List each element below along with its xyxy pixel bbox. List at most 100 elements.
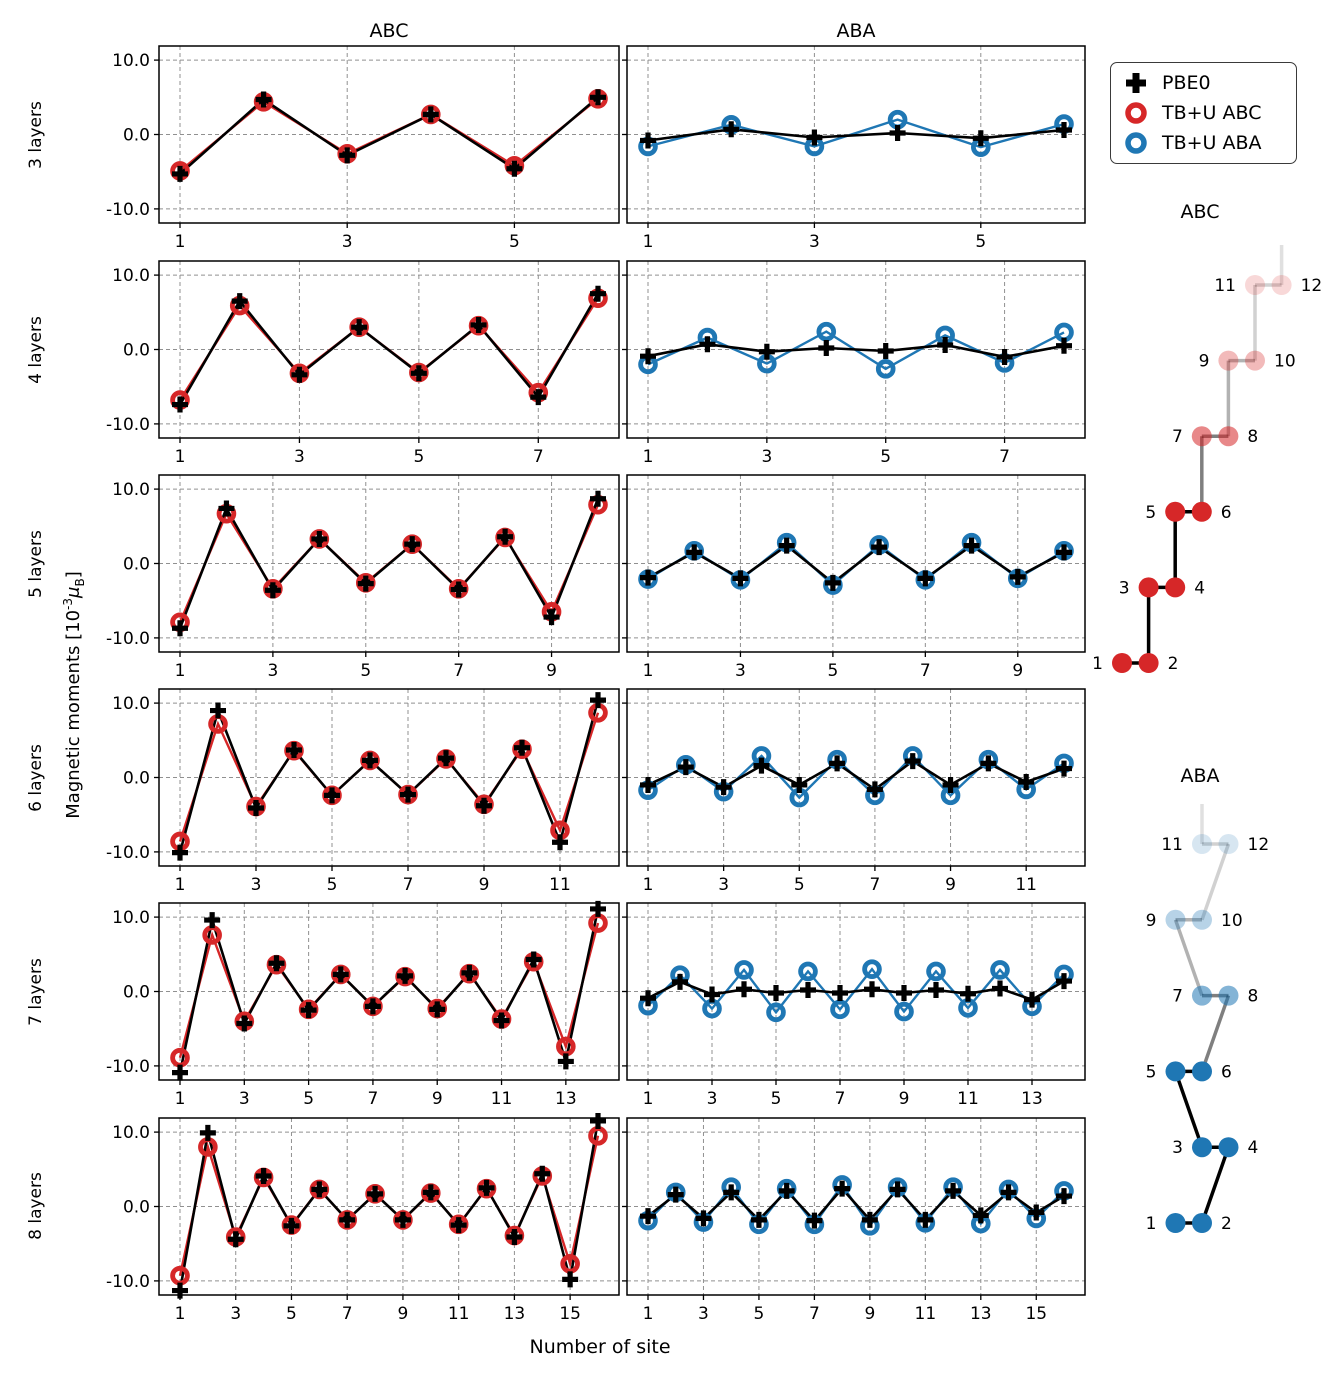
x-tick-label: 5 xyxy=(771,1089,782,1109)
bond xyxy=(1200,1146,1231,1224)
y-axis-label: Magnetic moments [10-3μB] xyxy=(61,571,87,819)
subplot-3-layers-aba: 1 3 5 xyxy=(622,45,1086,252)
y-tick-label: -10.0 xyxy=(106,200,150,220)
x-tick-label: 3 xyxy=(707,1089,718,1109)
subplot-6-layers-aba: 1 3 5 7 9 11 xyxy=(622,688,1086,895)
subplot-6-layers-abc: 1 3 5 7 9 11 10.0 0.0 -10.0 xyxy=(106,688,620,895)
pbe0-marker xyxy=(768,984,784,1001)
pbe0-marker xyxy=(824,574,841,591)
pbe0-marker xyxy=(896,984,912,1001)
subplot-3-layers-abc: 1 3 5 10.0 0.0 -10.0 xyxy=(106,45,620,252)
x-tick-label: 1 xyxy=(643,1089,654,1109)
x-tick-label: 5 xyxy=(827,661,838,681)
pbe0-marker xyxy=(397,967,414,984)
pbe0-marker xyxy=(704,986,720,1003)
pbe0-marker xyxy=(640,348,656,365)
site-node xyxy=(1191,501,1212,522)
subplot-8-layers-aba: 1 3 5 7 9 11 13 15 xyxy=(622,1117,1086,1324)
pbe0-marker xyxy=(640,1208,656,1225)
diagram-title-abc: ABC xyxy=(1180,201,1220,223)
y-tick-label: 0.0 xyxy=(123,769,150,789)
site-label: 6 xyxy=(1221,503,1232,523)
pbe0-marker xyxy=(686,544,703,561)
site-node xyxy=(1218,426,1239,447)
x-tick-label: 3 xyxy=(698,1304,709,1324)
pbe0-marker xyxy=(172,620,188,637)
pbe0-marker xyxy=(332,966,349,983)
pbe0-marker xyxy=(311,1181,328,1198)
pbe0-line xyxy=(647,127,1065,142)
pbe0-marker xyxy=(478,1179,495,1196)
pbe0-marker xyxy=(286,741,302,758)
pbe0-marker xyxy=(210,702,226,719)
x-tick-label: 9 xyxy=(1012,661,1023,681)
y-tick-label: -10.0 xyxy=(106,415,150,435)
pbe0-marker xyxy=(450,581,467,598)
pbe0-marker xyxy=(758,343,775,360)
tbu-marker xyxy=(926,961,946,982)
site-label: 8 xyxy=(1247,427,1258,447)
column-title-aba: ABA xyxy=(836,20,876,42)
x-tick-label: 5 xyxy=(880,447,891,467)
pbe0-marker xyxy=(866,781,883,798)
subplot-4-layers-aba: 1 3 5 7 xyxy=(622,260,1086,467)
x-tick-label: 7 xyxy=(999,447,1010,467)
pbe0-marker xyxy=(367,1185,384,1202)
x-tick-label: 3 xyxy=(251,875,262,895)
site-label: 11 xyxy=(1214,276,1236,296)
pbe0-marker xyxy=(972,130,989,147)
plus-marker-icon xyxy=(1126,73,1146,93)
pbe0-marker xyxy=(1056,1188,1072,1205)
pbe0-marker xyxy=(506,160,523,177)
legend-box: PBE0 TB+U ABC TB+U ABA xyxy=(1110,62,1297,164)
pbe0-marker xyxy=(506,1229,523,1245)
pbe0-marker xyxy=(699,336,716,353)
pbe0-marker xyxy=(590,900,606,917)
pbe0-marker xyxy=(231,293,248,310)
tbu-marker xyxy=(830,999,850,1020)
site-node xyxy=(1218,1137,1239,1158)
pbe0-marker xyxy=(806,1212,823,1229)
site-node xyxy=(1165,909,1186,930)
pbe0-marker xyxy=(557,1053,574,1070)
x-tick-label: 11 xyxy=(1015,875,1037,895)
x-tick-label: 3 xyxy=(809,232,820,252)
pbe0-marker xyxy=(493,1012,510,1029)
pbe0-line xyxy=(178,498,600,629)
pbe0-marker xyxy=(404,536,421,553)
pbe0-marker xyxy=(723,1184,740,1201)
pbe0-marker xyxy=(945,1182,962,1199)
pbe0-marker xyxy=(640,990,656,1007)
tbu-marker xyxy=(1054,322,1074,343)
pbe0-marker xyxy=(963,537,980,554)
y-tick-label: -10.0 xyxy=(106,843,150,863)
pbe0-marker xyxy=(677,759,694,776)
pbe0-line xyxy=(647,342,1065,359)
pbe0-marker xyxy=(300,1002,317,1019)
tbu-marker xyxy=(560,1253,580,1274)
x-tick-label: 7 xyxy=(368,1089,379,1109)
x-tick-label: 3 xyxy=(267,661,278,681)
pbe0-marker xyxy=(889,125,906,142)
pbe0-marker xyxy=(917,1211,934,1228)
tbu-marker xyxy=(734,960,754,980)
pbe0-marker xyxy=(877,342,894,359)
pbe0-marker xyxy=(1056,544,1072,561)
y-tick-label: 10.0 xyxy=(112,480,150,500)
pbe0-marker xyxy=(832,984,848,1001)
x-tick-label: 7 xyxy=(533,447,544,467)
pbe0-marker xyxy=(1056,760,1072,777)
x-tick-label: 1 xyxy=(175,447,186,467)
subplot-4-layers-abc: 1 3 5 7 10.0 0.0 -10.0 xyxy=(106,260,620,467)
x-tick-label: 11 xyxy=(915,1304,937,1324)
x-tick-label: 9 xyxy=(864,1304,875,1324)
pbe0-marker xyxy=(834,1180,851,1197)
pbe0-marker xyxy=(172,1064,188,1081)
legend-item-tbu-abc: TB+U ABC xyxy=(1121,98,1288,128)
site-node xyxy=(1191,426,1212,447)
legend-item-pbe0: PBE0 xyxy=(1121,68,1288,98)
site-label: 2 xyxy=(1168,654,1179,674)
